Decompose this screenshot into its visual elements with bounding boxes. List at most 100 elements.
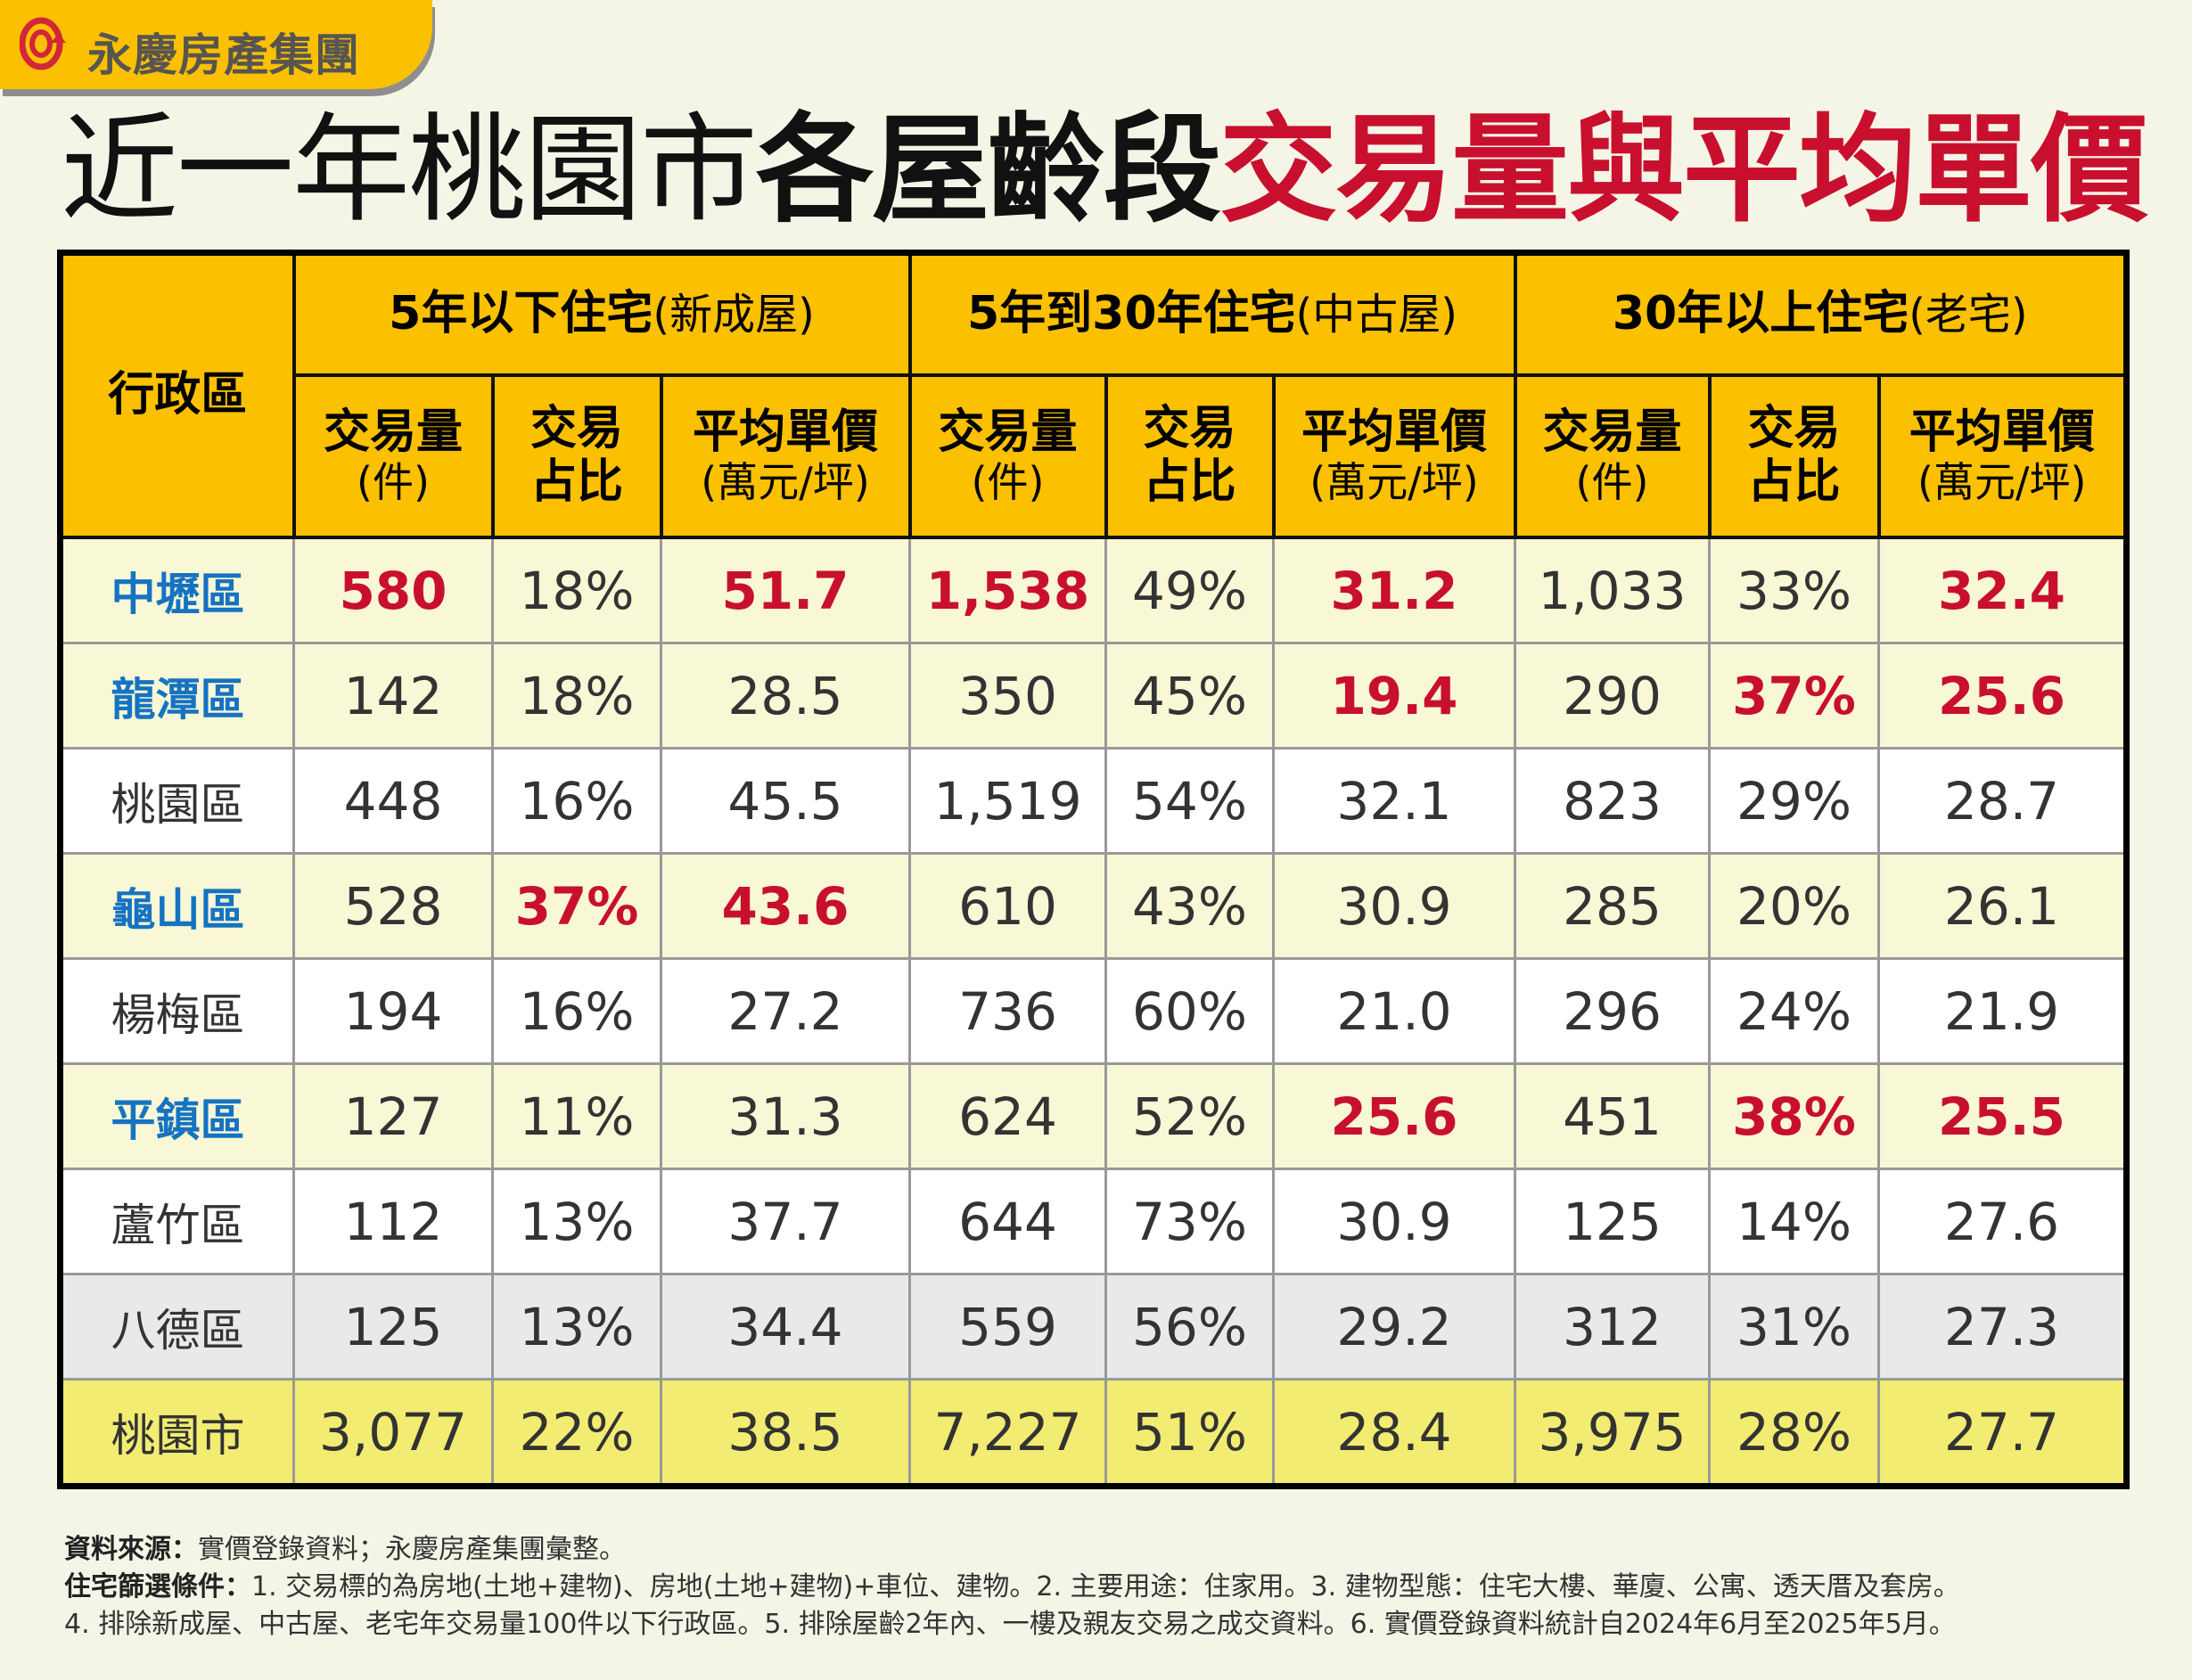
column-unit: (件) — [1575, 458, 1649, 507]
table-cell: 37.7 — [660, 1168, 911, 1275]
table-cell: 27.7 — [1877, 1378, 2128, 1487]
filter-note-2: 4. 排除新成屋、中古屋、老宅年交易量100件以下行政區。5. 排除屋齡2年內、… — [64, 1609, 1956, 1640]
table-cell: 56% — [1104, 1273, 1275, 1381]
table-cell: 73% — [1104, 1168, 1275, 1275]
filter-label: 住宅篩選條件： — [64, 1571, 251, 1602]
table-cell: 37% — [491, 852, 662, 960]
table-cell: 29% — [1708, 747, 1880, 855]
group-label: 5年以下住宅 — [389, 287, 653, 341]
table-cell: 28.4 — [1272, 1378, 1516, 1487]
column-header: 平均單價 (萬元/坪) — [659, 373, 912, 539]
table-cell: 43.6 — [660, 852, 911, 960]
table-cell: 3,975 — [1514, 1378, 1711, 1487]
table-cell: 21.9 — [1877, 957, 2128, 1065]
table-cell: 3,077 — [292, 1378, 494, 1487]
table-cell: 49% — [1104, 536, 1275, 644]
table-row: 八德區 125 13% 34.4 559 56% 29.2 312 31% 27.3 — [59, 1273, 2128, 1381]
table-cell: 52% — [1104, 1062, 1275, 1170]
title-part-3: 交易量與平均單價 — [1219, 102, 2148, 239]
source-label: 資料來源： — [64, 1534, 198, 1565]
table-cell: 60% — [1104, 957, 1275, 1065]
table-cell: 21.0 — [1272, 957, 1516, 1065]
table-cell: 194 — [292, 957, 494, 1065]
table-cell: 285 — [1514, 852, 1711, 960]
table-cell: 38% — [1708, 1062, 1880, 1170]
table-cell: 736 — [908, 957, 1107, 1065]
table-cell: 25.5 — [1877, 1062, 2128, 1170]
table-cell: 45.5 — [660, 747, 911, 855]
table-row: 龜山區 528 37% 43.6 610 43% 30.9 285 20% 26.1 — [59, 852, 2128, 960]
logo-text: 永慶房產集團 — [87, 29, 360, 81]
district-name: 蘆竹區 — [59, 1168, 295, 1275]
column-label: 平均單價 — [1301, 405, 1487, 459]
table-cell: 34.4 — [660, 1273, 911, 1381]
table-cell: 24% — [1708, 957, 1880, 1065]
table-cell: 125 — [292, 1273, 494, 1381]
table-cell: 142 — [292, 642, 494, 750]
table-row: 中壢區 580 18% 51.7 1,538 49% 31.2 1,033 33% 32.4 — [59, 536, 2128, 644]
table-cell: 27.2 — [660, 957, 911, 1065]
title-part-2: 各屋齡段 — [756, 102, 1221, 239]
table-cell: 54% — [1104, 747, 1275, 855]
column-label: 交易占比 — [1747, 402, 1841, 509]
table-row: 龍潭區 142 18% 28.5 350 45% 19.4 290 37% 25.6 — [59, 642, 2128, 750]
table-cell: 31% — [1708, 1273, 1880, 1381]
table-cell: 31.3 — [660, 1062, 911, 1170]
table-cell: 1,538 — [908, 536, 1107, 644]
table-cell: 16% — [491, 957, 662, 1065]
source-text: 實價登錄資料；永慶房產集團彙整。 — [198, 1534, 626, 1565]
table-cell: 20% — [1708, 852, 1880, 960]
table-cell: 644 — [908, 1168, 1107, 1275]
table-cell: 45% — [1104, 642, 1275, 750]
table-cell: 30.9 — [1272, 1168, 1516, 1275]
group-header-row: 行政區 5年以下住宅(新成屋) 5年到30年住宅(中古屋) 30年以上住宅(老宅) — [58, 250, 2129, 539]
table-cell: 30.9 — [1272, 852, 1516, 960]
table-cell: 610 — [908, 852, 1107, 960]
table-cell: 14% — [1708, 1168, 1880, 1275]
table-cell: 33% — [1708, 536, 1880, 644]
group-label: 5年到30年住宅 — [966, 287, 1296, 341]
column-unit: (萬元/坪) — [701, 458, 870, 507]
column-header: 交易量 (件) — [291, 373, 495, 539]
column-header: 交易占比 — [1707, 373, 1881, 539]
column-header: 平均單價 (萬元/坪) — [1876, 373, 2129, 539]
table-cell: 18% — [491, 536, 662, 644]
column-unit: (萬元/坪) — [1309, 458, 1479, 507]
table-row: 桃園市 3,077 22% 38.5 7,227 51% 28.4 3,975 28% 27.7 — [59, 1378, 2128, 1487]
table-cell: 296 — [1514, 957, 1711, 1065]
column-header: 交易量 (件) — [907, 373, 1108, 539]
table-cell: 22% — [491, 1378, 662, 1487]
table-cell: 37% — [1708, 642, 1880, 750]
table-cell: 28% — [1708, 1378, 1880, 1487]
group-header: 30年以上住宅(老宅) — [1513, 250, 2129, 377]
column-header: 交易量 (件) — [1513, 373, 1712, 539]
district-name: 龜山區 — [59, 852, 295, 960]
table-cell: 1,033 — [1514, 536, 1711, 644]
table-cell: 38.5 — [660, 1378, 911, 1487]
table-cell: 127 — [292, 1062, 494, 1170]
column-label: 交易量 — [938, 405, 1078, 459]
table-cell: 312 — [1514, 1273, 1711, 1381]
table-cell: 32.4 — [1877, 536, 2128, 644]
table-cell: 32.1 — [1272, 747, 1516, 855]
table-cell: 26.1 — [1877, 852, 2128, 960]
table-cell: 31.2 — [1272, 536, 1516, 644]
table-cell: 290 — [1514, 642, 1711, 750]
table-cell: 112 — [292, 1168, 494, 1275]
district-name: 龍潭區 — [59, 642, 295, 750]
table-cell: 27.3 — [1877, 1273, 2128, 1381]
column-label: 交易量 — [1542, 405, 1682, 459]
district-name: 楊梅區 — [59, 957, 295, 1065]
district-name: 桃園市 — [59, 1378, 295, 1487]
group-header: 5年以下住宅(新成屋) — [291, 250, 912, 377]
group-sub: (老宅) — [1909, 290, 2028, 340]
district-header: 行政區 — [58, 250, 296, 539]
table-cell: 125 — [1514, 1168, 1711, 1275]
district-name: 中壢區 — [59, 536, 295, 644]
table-cell: 28.7 — [1877, 747, 2128, 855]
table-row: 蘆竹區 112 13% 37.7 644 73% 30.9 125 14% 27.6 — [59, 1168, 2128, 1275]
table-cell: 43% — [1104, 852, 1275, 960]
table-cell: 451 — [1514, 1062, 1711, 1170]
table-cell: 28.5 — [660, 642, 911, 750]
column-header: 交易占比 — [490, 373, 663, 539]
